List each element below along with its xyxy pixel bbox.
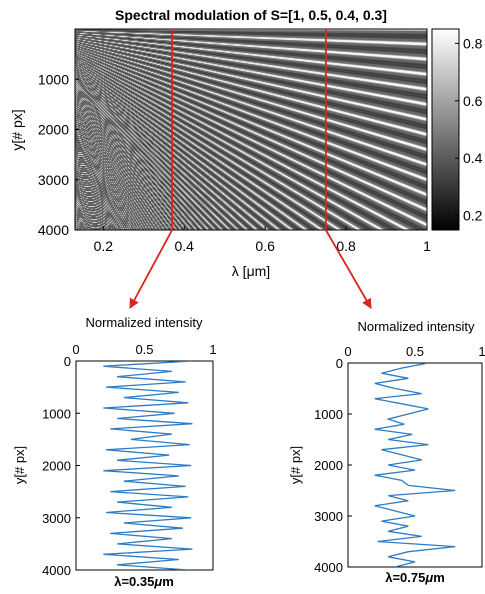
connector-arrows	[129, 229, 372, 309]
marker-lines	[171, 29, 327, 230]
heatmap-x-tick-label: 0.4	[175, 238, 195, 254]
heatmap-y-tick-label: 1000	[38, 71, 69, 87]
profile-right-frame	[347, 362, 483, 568]
profile-left-y-axis-label: y[# px]	[12, 446, 27, 484]
profile-panel-left: Normalized intensity 0 0.5 1 0 1000 2000 3000…	[12, 315, 217, 589]
heatmap-y-axis-label: y[# px]	[9, 109, 25, 150]
profile-right-line	[374, 363, 456, 567]
arrow-to-right-profile	[325, 229, 372, 309]
arrow-to-left-profile	[129, 229, 173, 309]
profile-right-y-axis-label: y[# px]	[288, 446, 303, 484]
heatmap-raster	[75, 29, 427, 230]
profile-left-y-tick-label: 2000	[42, 459, 71, 474]
profile-right-x-tick-label: 1	[478, 344, 485, 359]
profile-panel-right: Normalized intensity 0 0.5 1 0 1000 2000 3000…	[288, 319, 485, 585]
profile-right-y-tick-label: 4000	[314, 560, 343, 575]
profile-right-y-ticks: 0 1000 2000 3000 4000	[314, 356, 352, 575]
profile-right-x-tick-label: 0.5	[406, 344, 424, 359]
colorbar: 0.2 0.4 0.6 0.8	[431, 28, 483, 231]
profile-left-x-tick-label: 0.5	[135, 342, 153, 357]
heatmap-y-tick-label: 3000	[38, 172, 69, 188]
profile-right-y-tick-label: 0	[336, 356, 343, 371]
colorbar-tick-label: 0.8	[463, 35, 483, 51]
profile-left-top-label: Normalized intensity	[85, 315, 203, 330]
profile-right-y-tick-label: 1000	[314, 407, 343, 422]
profile-left-frame	[75, 360, 214, 571]
profile-right-top-label: Normalized intensity	[357, 319, 475, 334]
heatmap-x-ticks: 0.2 0.4 0.6 0.8 1	[94, 226, 431, 254]
profile-left-y-tick-label: 3000	[42, 511, 71, 526]
chart-title: Spectral modulation of S=[1, 0.5, 0.4, 0…	[115, 7, 387, 23]
profile-left-x-tick-label: 1	[209, 342, 216, 357]
profile-right-x-tick-label: 0	[344, 344, 351, 359]
colorbar-tick-label: 0.4	[463, 150, 483, 166]
profile-left-x-tick-label: 0	[72, 342, 79, 357]
heatmap-x-tick-label: 0.2	[94, 238, 114, 254]
profile-right-y-tick-label: 3000	[314, 509, 343, 524]
profile-left-y-tick-label: 0	[64, 354, 71, 369]
profile-left-y-tick-label: 1000	[42, 406, 71, 421]
heatmap-image	[75, 29, 427, 230]
profile-left-y-tick-label: 4000	[42, 563, 71, 578]
profile-left-caption: λ=0.35μm	[114, 574, 174, 589]
heatmap-x-tick-label: 0.8	[336, 238, 356, 254]
heatmap-panel: Spectral modulation of S=[1, 0.5, 0.4, 0…	[9, 7, 483, 279]
colorbar-gradient	[431, 28, 460, 231]
heatmap-x-tick-label: 1	[423, 238, 431, 254]
profile-right-caption: λ=0.75μm	[385, 570, 445, 585]
heatmap-y-tick-label: 2000	[38, 122, 69, 138]
profile-right-y-tick-label: 2000	[314, 458, 343, 473]
heatmap-y-ticks: 1000 2000 3000 4000	[38, 71, 79, 238]
profile-left-y-ticks: 0 1000 2000 3000 4000	[42, 354, 80, 578]
colorbar-tick-label: 0.6	[463, 93, 483, 109]
heatmap-x-tick-label: 0.6	[255, 238, 275, 254]
colorbar-tick-label: 0.2	[463, 208, 483, 224]
heatmap-y-tick-label: 4000	[38, 222, 69, 238]
heatmap-x-axis-label: λ [μm]	[232, 263, 270, 279]
profile-left-line	[103, 361, 193, 570]
